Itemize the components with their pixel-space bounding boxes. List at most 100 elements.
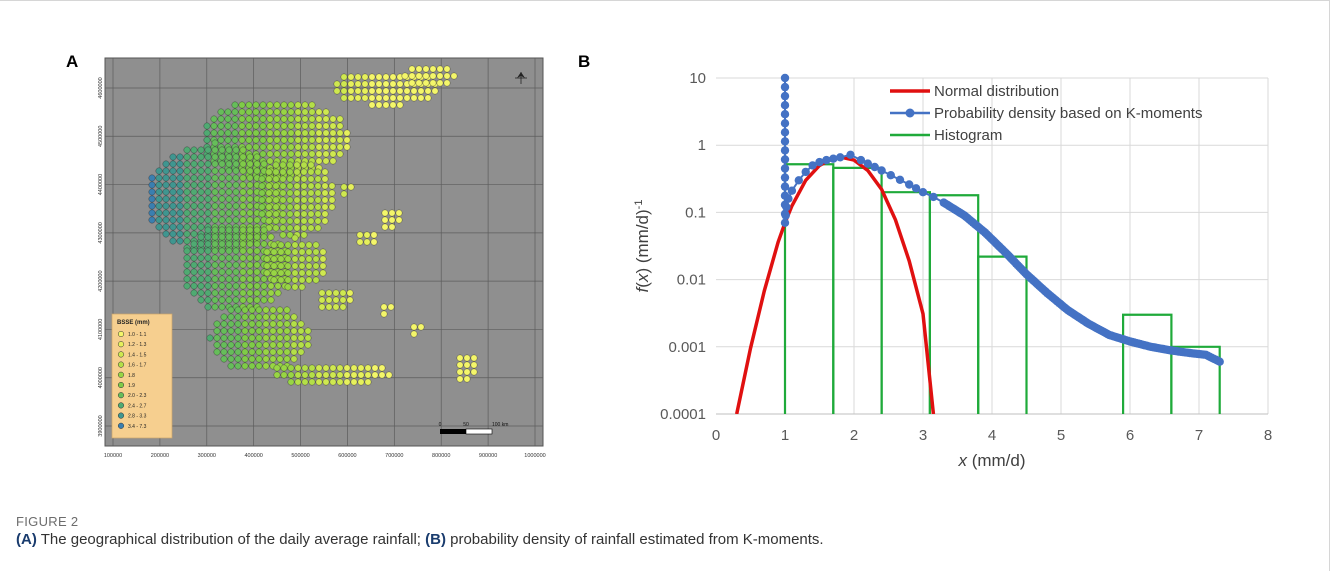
rainfall-station-dot bbox=[298, 262, 306, 270]
rainfall-station-dot bbox=[204, 209, 212, 217]
k-moments-point bbox=[856, 155, 866, 165]
rainfall-station-dot bbox=[321, 182, 329, 190]
rainfall-station-dot bbox=[280, 150, 288, 158]
rainfall-station-dot bbox=[276, 320, 284, 328]
scale-bar-label: 0 bbox=[439, 422, 442, 428]
rainfall-station-dot bbox=[241, 313, 249, 321]
rainfall-station-dot bbox=[287, 371, 295, 379]
rainfall-station-dot bbox=[224, 115, 232, 123]
rainfall-station-dot bbox=[238, 101, 246, 109]
rainfall-station-dot bbox=[227, 348, 235, 356]
rainfall-station-dot bbox=[218, 181, 226, 189]
map-legend-swatch bbox=[117, 341, 125, 348]
caption-part: (A) bbox=[16, 531, 37, 548]
rainfall-station-dot bbox=[378, 371, 386, 379]
rainfall-station-dot bbox=[190, 223, 198, 231]
rainfall-station-dot bbox=[315, 371, 323, 379]
rainfall-station-dot bbox=[269, 306, 277, 314]
rainfall-station-dot bbox=[266, 157, 274, 165]
rainfall-station-dot bbox=[262, 313, 270, 321]
map-y-tick-label: 4400000 bbox=[98, 174, 104, 195]
rainfall-station-dot bbox=[262, 334, 270, 342]
rainfall-station-dot bbox=[197, 146, 205, 154]
rainfall-station-dot bbox=[225, 233, 233, 241]
rainfall-station-dot bbox=[232, 226, 240, 234]
rainfall-station-dot bbox=[255, 313, 263, 321]
rainfall-station-dot bbox=[169, 174, 177, 182]
rainfall-station-dot bbox=[277, 241, 285, 249]
rainfall-station-dot bbox=[322, 115, 330, 123]
k-moments-point bbox=[877, 166, 886, 175]
rainfall-station-dot bbox=[312, 269, 320, 277]
rainfall-station-dot bbox=[225, 247, 233, 255]
rainfall-station-dot bbox=[183, 146, 191, 154]
rainfall-station-dot bbox=[424, 87, 432, 95]
k-moments-point bbox=[808, 161, 817, 170]
rainfall-station-dot bbox=[246, 289, 254, 297]
rainfall-station-dot bbox=[273, 122, 281, 130]
rainfall-station-dot bbox=[410, 323, 418, 331]
rainfall-station-dot bbox=[280, 115, 288, 123]
rainfall-station-dot bbox=[307, 189, 315, 197]
rainfall-station-dot bbox=[204, 167, 212, 175]
rainfall-station-dot bbox=[253, 261, 261, 269]
rainfall-station-dot bbox=[322, 371, 330, 379]
rainfall-station-dot bbox=[204, 146, 212, 154]
rainfall-station-dot bbox=[269, 341, 277, 349]
rainfall-station-dot bbox=[280, 371, 288, 379]
rainfall-station-dot bbox=[162, 188, 170, 196]
map-x-tick-label: 400000 bbox=[244, 453, 262, 459]
rainfall-station-dot bbox=[294, 143, 302, 151]
rainfall-station-dot bbox=[356, 238, 364, 246]
rainfall-station-dot bbox=[346, 296, 354, 304]
rainfall-station-dot bbox=[259, 115, 267, 123]
rainfall-station-dot bbox=[361, 94, 369, 102]
x-tick-label: 5 bbox=[1057, 427, 1065, 444]
rainfall-station-dot bbox=[238, 122, 246, 130]
rainfall-station-dot bbox=[218, 202, 226, 210]
rainfall-station-dot bbox=[225, 282, 233, 290]
rainfall-station-dot bbox=[262, 327, 270, 335]
rainfall-station-dot bbox=[162, 167, 170, 175]
rainfall-station-dot bbox=[396, 87, 404, 95]
rainfall-station-dot bbox=[375, 87, 383, 95]
map-legend-label: 2.8 - 3.3 bbox=[128, 414, 147, 420]
rainfall-station-dot bbox=[211, 233, 219, 241]
rainfall-station-dot bbox=[246, 240, 254, 248]
rainfall-station-dot bbox=[211, 275, 219, 283]
rainfall-station-dot bbox=[340, 87, 348, 95]
rainfall-station-dot bbox=[307, 210, 315, 218]
rainfall-station-dot bbox=[239, 268, 247, 276]
rainfall-station-dot bbox=[248, 320, 256, 328]
caption-part: (B) bbox=[425, 531, 446, 548]
rainfall-station-dot bbox=[329, 157, 337, 165]
map-x-tick-label: 900000 bbox=[479, 453, 497, 459]
rainfall-station-dot bbox=[283, 306, 291, 314]
rainfall-station-dot bbox=[283, 313, 291, 321]
rainfall-station-dot bbox=[308, 364, 316, 372]
rainfall-station-dot bbox=[308, 150, 316, 158]
rainfall-station-dot bbox=[183, 202, 191, 210]
legend-label: Probability density based on K-moments bbox=[934, 105, 1202, 122]
rainfall-station-dot bbox=[408, 79, 416, 87]
rainfall-station-dot bbox=[232, 282, 240, 290]
rainfall-station-dot bbox=[246, 275, 254, 283]
rainfall-station-dot bbox=[204, 254, 212, 262]
map-legend-swatch bbox=[117, 330, 125, 338]
rainfall-station-dot bbox=[232, 216, 240, 224]
rainfall-station-dot bbox=[272, 196, 280, 204]
rainfall-station-dot bbox=[169, 181, 177, 189]
rainfall-station-dot bbox=[298, 276, 306, 284]
rainfall-station-dot bbox=[220, 320, 228, 328]
map-legend: BSSE (mm) 1.0 - 1.1 1.2 - 1.3 1.4 - 1.5 1.6 … bbox=[111, 313, 173, 439]
k-moments-point bbox=[886, 171, 895, 180]
rainfall-station-dot bbox=[253, 282, 261, 290]
rainfall-station-dot bbox=[321, 210, 329, 218]
rainfall-station-dot bbox=[234, 348, 242, 356]
rainfall-station-dot bbox=[255, 348, 263, 356]
normal-distribution-line bbox=[734, 155, 936, 414]
rainfall-station-dot bbox=[239, 240, 247, 248]
rainfall-station-dot bbox=[308, 143, 316, 151]
rainfall-station-dot bbox=[329, 143, 337, 151]
rainfall-station-dot bbox=[225, 188, 233, 196]
